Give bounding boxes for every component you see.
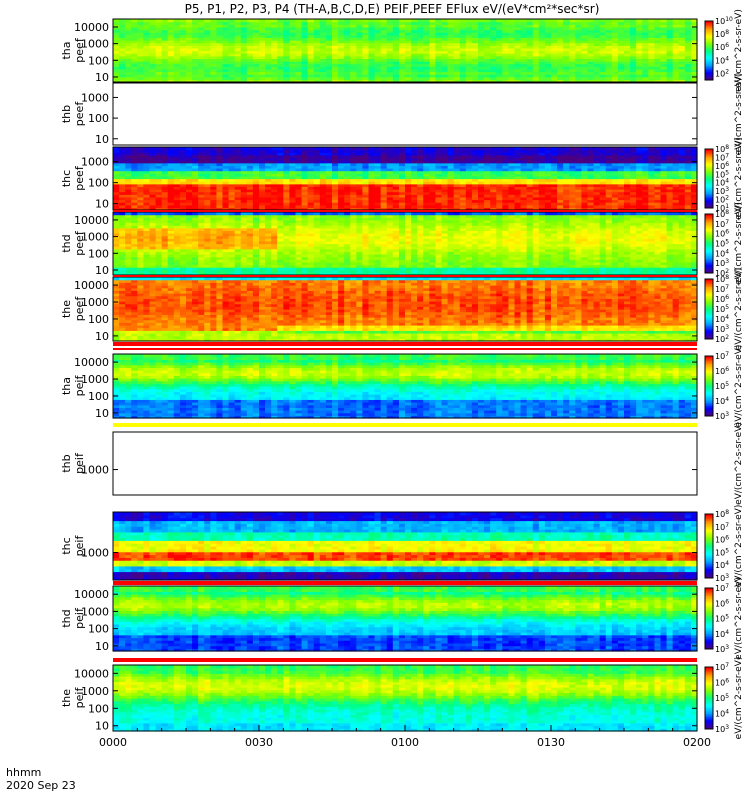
colorbar-tick-label: 102 [715, 68, 729, 78]
panel-frame [113, 83, 697, 145]
heatmap-thd-peef [113, 212, 698, 276]
y-tick-label: 100 [88, 177, 109, 190]
colorbar-tick-label: 1010 [715, 16, 733, 26]
panel-label-probe: thb [60, 105, 73, 123]
y-tick-label: 10 [95, 71, 109, 84]
panel-label-species: peef [73, 165, 86, 191]
colorbar-tick-label: 108 [715, 29, 729, 39]
colorbar-tick-label: 106 [715, 42, 729, 52]
panel-label-probe: thc [60, 170, 73, 187]
heatmap-thc-peef [113, 147, 698, 211]
colorbar-tick-label: 104 [715, 55, 729, 65]
panel-label-species: peef [73, 101, 86, 127]
y-tick-label: 10 [95, 133, 109, 146]
panel-label-species: peef [73, 37, 86, 63]
y-tick-label: 100 [88, 112, 109, 125]
y-tick-label: 100 [88, 54, 109, 67]
y-tick-label: 10000 [74, 21, 109, 34]
heatmap-tha-peef [113, 19, 698, 83]
figure-title: P5, P1, P2, P3, P4 (TH-A,B,C,D,E) PEIF,P… [185, 2, 600, 16]
panel-label-probe: tha [60, 41, 73, 59]
y-tick-label: 10 [95, 198, 109, 211]
colorbar-tha-peef: 1010 108 106 104 102 [705, 16, 733, 81]
